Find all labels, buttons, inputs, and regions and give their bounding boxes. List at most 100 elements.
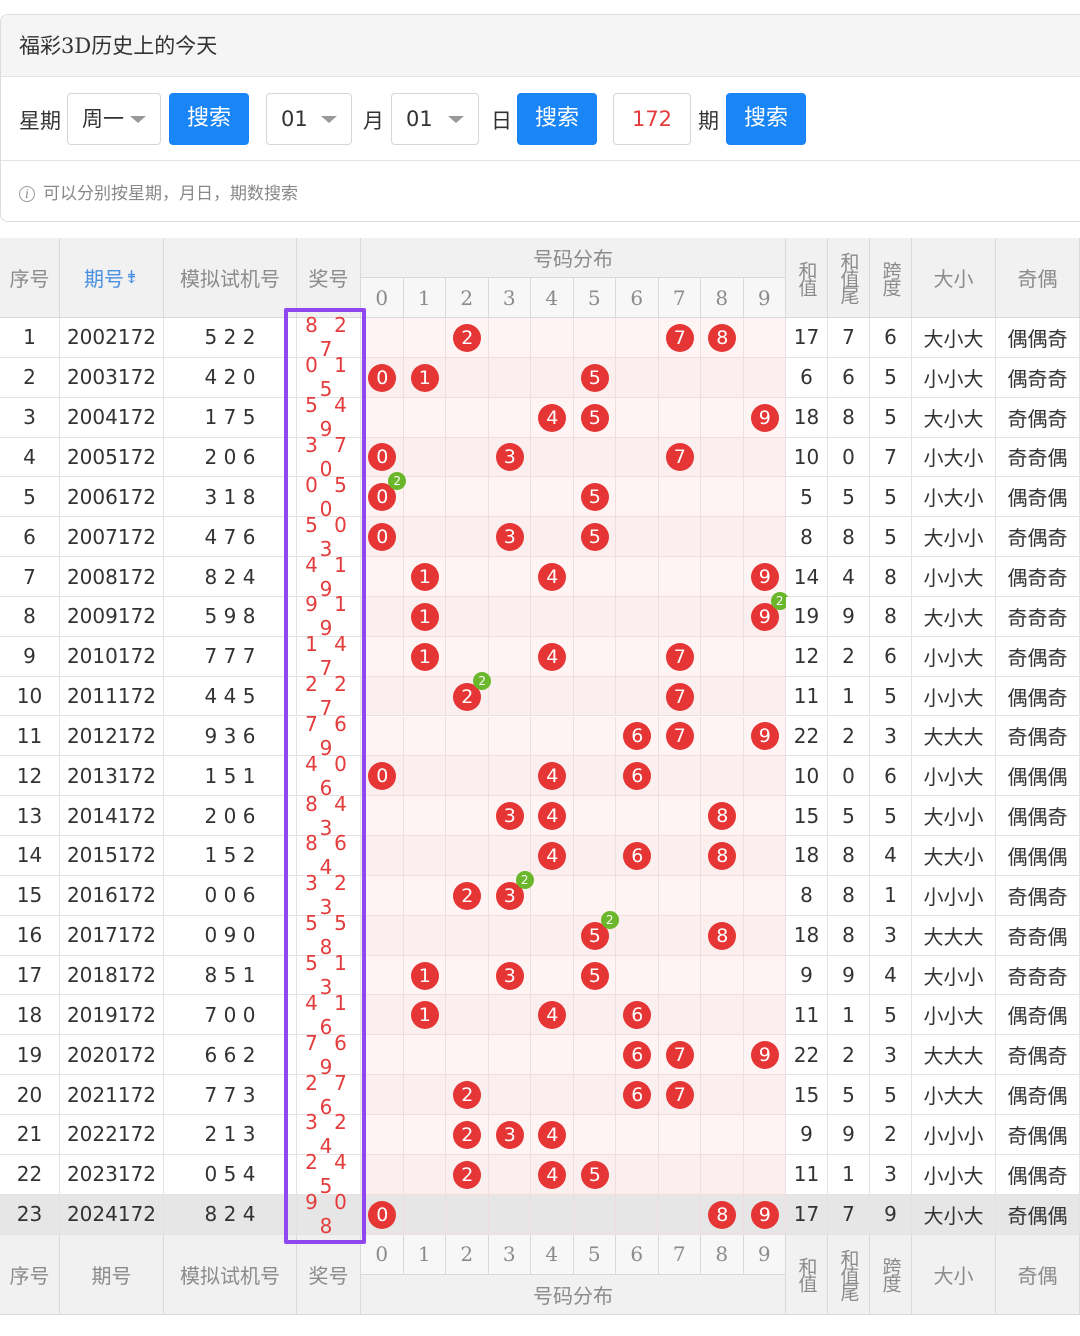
row-period: 2009172: [60, 596, 164, 637]
row-sim: 5 9 8: [164, 596, 297, 637]
row-prize: 8 6 4: [297, 831, 361, 879]
row-span: 5: [870, 397, 912, 438]
row-tail: 8: [828, 397, 870, 438]
search-week-button[interactable]: 搜索: [169, 93, 249, 145]
dist-cell: [701, 875, 744, 916]
row-sum: 18: [786, 915, 828, 956]
dist-cell: [531, 915, 574, 956]
ball-0: 0: [368, 483, 397, 512]
row-span: 6: [870, 318, 912, 358]
ball-6: 6: [623, 841, 652, 870]
row-sum: 11: [786, 1154, 828, 1195]
dist-cell: [488, 1154, 531, 1195]
digit-header: 6: [616, 278, 659, 318]
week-select[interactable]: 周一: [67, 93, 161, 145]
row-parity: 偶奇偶: [996, 1075, 1080, 1115]
dist-cell: [531, 437, 574, 478]
ball-6: 6: [623, 762, 652, 791]
digit-header: 8: [701, 278, 744, 318]
col-header-sum: 和值: [786, 1234, 828, 1315]
dist-cell: [488, 836, 531, 876]
dist-cell: [743, 477, 786, 518]
search-issue-button[interactable]: 搜索: [726, 93, 806, 145]
dist-cell: [361, 557, 404, 597]
row-span: 3: [870, 915, 912, 956]
ball-4: 4: [538, 762, 567, 791]
row-sim: 0 0 6: [164, 875, 297, 916]
dist-cell: [488, 357, 531, 398]
row-tail: 9: [828, 1115, 870, 1155]
dist-cell: [573, 636, 616, 677]
row-prize: 5 0 3: [297, 513, 361, 561]
ball-7: 7: [665, 682, 694, 711]
dist-cell: [616, 596, 659, 637]
ball-4: 4: [538, 802, 567, 831]
row-period: 2005172: [60, 437, 164, 478]
row-sim: 8 2 4: [164, 1194, 297, 1235]
dist-cell: [743, 318, 786, 358]
row-parity: 偶偶偶: [996, 836, 1080, 876]
row-sum: 10: [786, 437, 828, 478]
row-sim: 2 0 6: [164, 437, 297, 478]
dist-cell: [446, 716, 489, 757]
row-seq: 16: [0, 915, 60, 956]
row-seq: 15: [0, 875, 60, 916]
dist-cell: [531, 357, 574, 398]
row-sim: 8 5 1: [164, 955, 297, 996]
row-span: 3: [870, 1035, 912, 1076]
duplicate-badge: 2: [770, 591, 789, 610]
search-date-button[interactable]: 搜索: [517, 93, 597, 145]
dist-cell: [658, 836, 701, 876]
dist-cell: [616, 915, 659, 956]
dist-cell: [446, 636, 489, 677]
row-size: 小大小: [912, 477, 996, 518]
ball-5: 5: [580, 523, 609, 552]
col-header-period[interactable]: 期号 ⇟: [60, 238, 164, 318]
row-span: 3: [870, 1154, 912, 1195]
row-tail: 7: [828, 318, 870, 358]
digit-header: 9: [743, 1234, 786, 1275]
dist-cell: [531, 716, 574, 757]
dist-cell: [743, 875, 786, 916]
dist-cell: [403, 517, 446, 558]
ball-1: 1: [410, 961, 439, 990]
row-period: 2023172: [60, 1154, 164, 1195]
row-size: 大大大: [912, 716, 996, 757]
row-seq: 13: [0, 796, 60, 837]
row-size: 小小小: [912, 1115, 996, 1155]
dist-cell: [446, 1194, 489, 1235]
dist-cell: [403, 318, 446, 358]
row-parity: 奇偶奇: [996, 397, 1080, 438]
row-period: 2004172: [60, 397, 164, 438]
dist-cell: [446, 477, 489, 518]
ball-1: 1: [410, 563, 439, 592]
dist-cell: [701, 517, 744, 558]
info-icon: i: [19, 186, 35, 202]
row-span: 5: [870, 676, 912, 717]
row-seq: 11: [0, 716, 60, 757]
dist-cell: [488, 716, 531, 757]
row-size: 小小大: [912, 756, 996, 797]
ball-7: 7: [665, 323, 694, 352]
dist-cell: [531, 1075, 574, 1115]
row-seq: 14: [0, 836, 60, 876]
row-prize: 8 4 3: [297, 792, 361, 840]
ball-3: 3: [495, 802, 524, 831]
ball-5: 5: [580, 363, 609, 392]
day-select[interactable]: 01: [391, 93, 479, 145]
issue-input[interactable]: 172: [613, 93, 691, 145]
row-tail: 0: [828, 437, 870, 478]
row-tail: 5: [828, 1075, 870, 1115]
row-parity: 偶偶偶: [996, 756, 1080, 797]
dist-cell: [531, 517, 574, 558]
col-header-sim: 模拟试机号: [164, 1234, 297, 1315]
dist-cell: [361, 836, 404, 876]
col-header-period[interactable]: 期号: [60, 1234, 164, 1315]
dist-cell: [403, 1035, 446, 1076]
month-select[interactable]: 01: [266, 93, 352, 145]
row-period: 2016172: [60, 875, 164, 916]
sort-icon[interactable]: ⇟: [123, 267, 140, 288]
dist-cell: [573, 318, 616, 358]
dist-cell: [403, 1154, 446, 1195]
row-span: 5: [870, 995, 912, 1036]
